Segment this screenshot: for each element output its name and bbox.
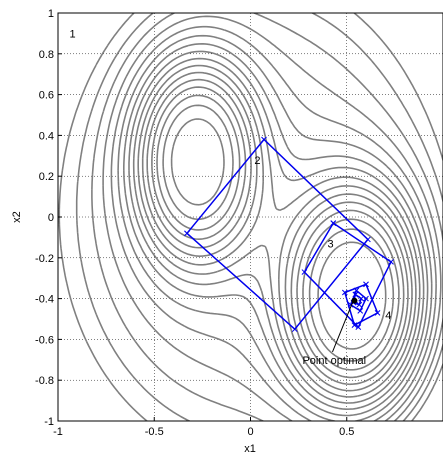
contour-level-13 — [91, 13, 443, 421]
iteration-label-2: 2 — [254, 155, 260, 167]
axes: -1 -0.5 0 0.5 -1 -0.8 -0.6 -0.4 -0.2 0 0.2 0.4 0.6 0.… — [35, 8, 443, 438]
simplex-5-vertex-1 — [358, 295, 365, 302]
y-tick-label-7: 0.4 — [39, 130, 54, 142]
contour-level-12 — [102, 15, 442, 421]
y-tick-label-2: -0.6 — [35, 334, 54, 346]
x-tick-label-0: -1 — [53, 426, 63, 438]
y-tick-label-0: -1 — [44, 416, 54, 428]
y-tick-label-1: -0.8 — [35, 375, 54, 387]
simplex-4-vertex-4 — [353, 287, 360, 294]
contour-level-9 — [123, 43, 429, 417]
iteration-label-3: 3 — [328, 239, 334, 251]
simplex-4-vertex-1 — [363, 295, 369, 302]
y-tick-label-9: 0.8 — [39, 49, 54, 61]
simplex-3-vertex-4 — [363, 281, 369, 288]
contour-level-8 — [128, 50, 425, 410]
simplex-3-vertex-3 — [341, 289, 348, 296]
y-axis-label: x2 — [11, 211, 23, 223]
contour-level-0 — [170, 118, 387, 350]
iteration-label-4: 4 — [385, 310, 391, 322]
contour-lines — [58, 13, 443, 421]
optimum-marker — [351, 297, 358, 304]
y-tick-label-10: 1 — [48, 8, 54, 20]
simplex-2-vertex-3 — [301, 269, 308, 275]
contour-level-15 — [58, 13, 443, 421]
simplex-1-vertex-4 — [184, 230, 190, 237]
annotations: 1 2 3 4 Point optimal — [70, 28, 392, 366]
y-tick-label-8: 0.6 — [39, 90, 54, 102]
simplex-2-vertex-1 — [388, 259, 394, 265]
y-tick-label-6: 0.2 — [39, 171, 54, 183]
iteration-label-1: 1 — [70, 28, 76, 40]
x-tick-label-3: 0.5 — [339, 426, 354, 438]
contour-level-3 — [151, 86, 405, 379]
contour-level-5 — [141, 71, 413, 392]
simplex-3-vertex-1 — [374, 310, 381, 316]
simplex-path — [184, 136, 394, 333]
simplex-2-vertex-2 — [355, 324, 362, 331]
simplex-2-vertex-4 — [330, 220, 337, 226]
contour-level-2 — [156, 94, 400, 371]
x-axis-label: x1 — [244, 443, 256, 455]
simplex-3-vertex-2 — [351, 322, 358, 328]
y-tick-label-4: -0.2 — [35, 253, 54, 265]
optimum-label: Point optimal — [302, 355, 366, 367]
contour-level-7 — [132, 57, 421, 404]
contour-level-4 — [146, 78, 409, 386]
simplex-4-vertex-2 — [357, 307, 364, 314]
simplex-1-vertex-3 — [291, 326, 298, 333]
contour-level-11 — [110, 25, 437, 421]
x-tick-label-1: -0.5 — [145, 426, 164, 438]
y-tick-label-5: 0 — [48, 212, 54, 224]
contour-level-10 — [117, 34, 433, 421]
simplex-5-vertex-2 — [356, 301, 363, 308]
simplex-5-vertex-4 — [352, 291, 359, 298]
simplex-1-vertex-1 — [261, 136, 267, 143]
simplex-1-vertex-2 — [365, 236, 371, 243]
y-tick-label-3: -0.4 — [35, 294, 54, 306]
contour-level-14 — [75, 13, 443, 421]
optimum-arrow — [332, 302, 353, 353]
x-tick-label-2: 0 — [247, 426, 253, 438]
contour-level-1 — [162, 104, 395, 362]
contour-level-6 — [137, 64, 417, 398]
